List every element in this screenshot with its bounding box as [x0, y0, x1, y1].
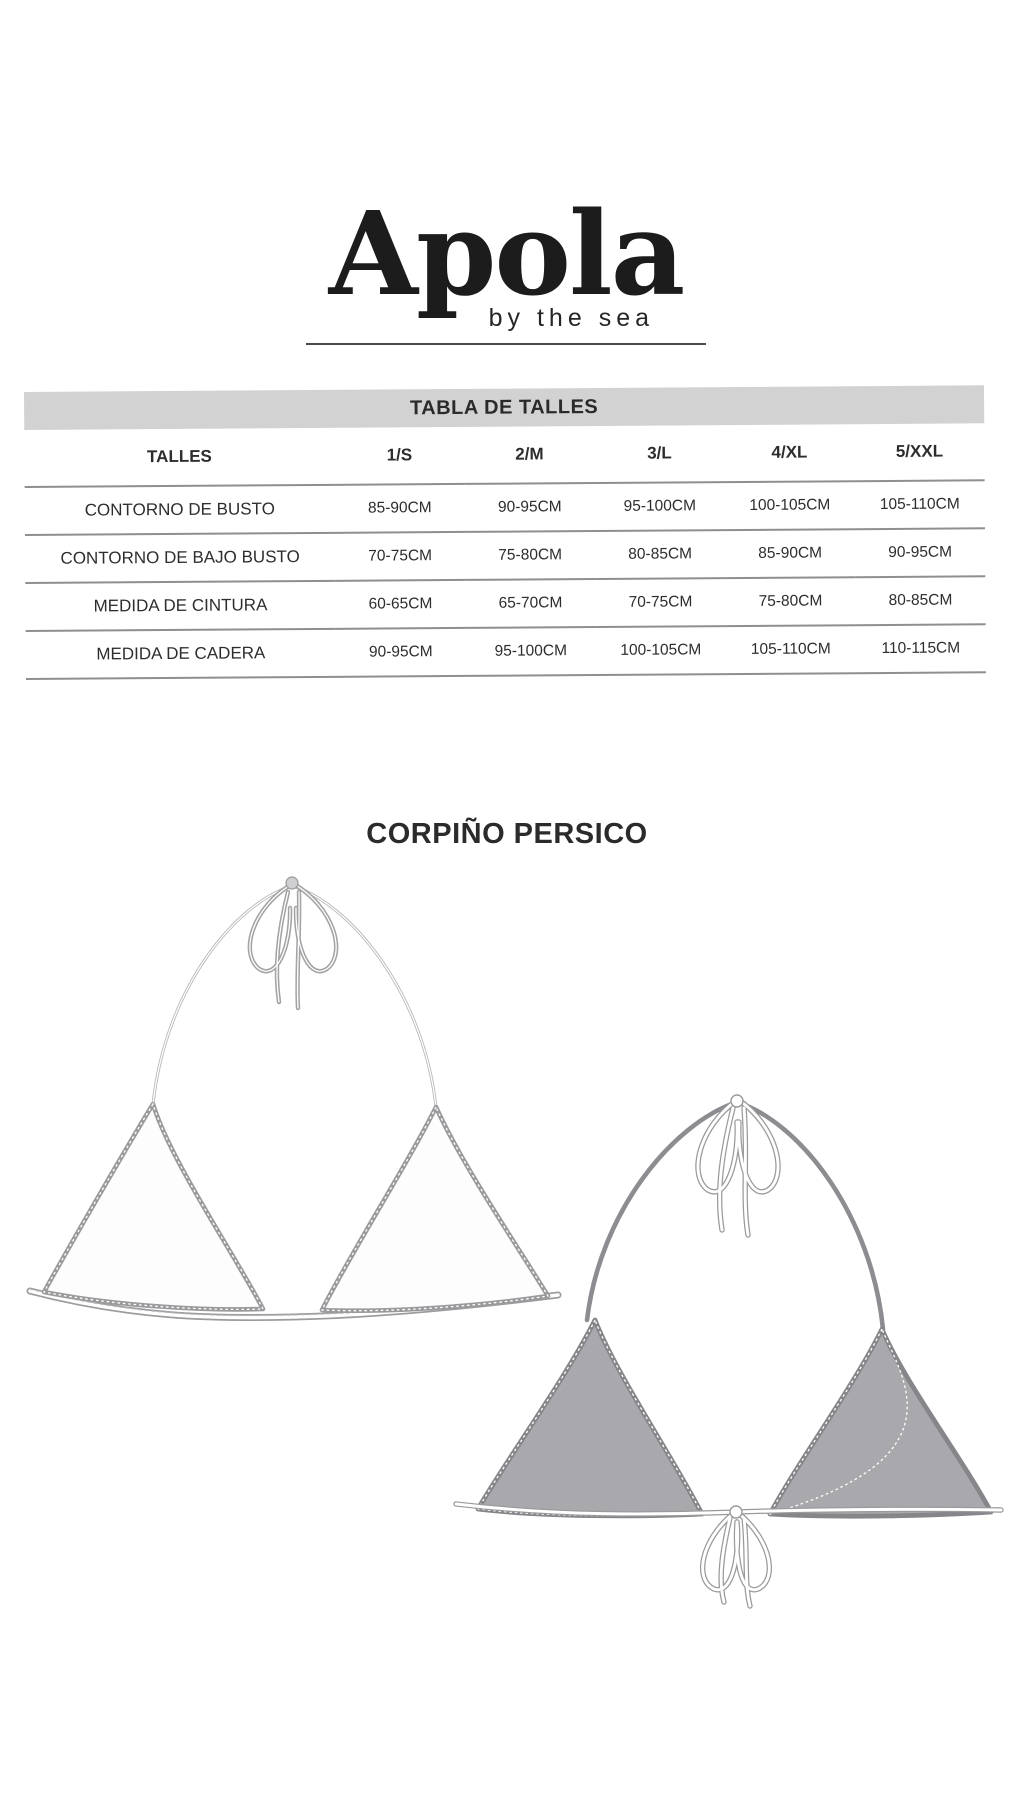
measure-value: 100-105CM: [724, 482, 855, 532]
column-header: 1/S: [334, 426, 465, 486]
measure-value: 95-100CM: [465, 628, 596, 677]
measure-label: MEDIDA DE CINTURA: [25, 581, 336, 632]
product-title: CORPIÑO PERSICO: [366, 818, 648, 850]
back-right-cup: [767, 1326, 994, 1519]
measure-value: 105-110CM: [725, 626, 856, 676]
measure-value: 95-100CM: [594, 483, 725, 533]
measure-label: CONTORNO DE BUSTO: [24, 485, 335, 536]
back-left-cup: [475, 1317, 705, 1519]
measure-value: 85-90CM: [724, 530, 856, 580]
measure-value: 105-110CM: [854, 481, 985, 531]
front-left-cup: [41, 1101, 266, 1312]
back-bottom-bow: [699, 1505, 773, 1609]
measure-value: 70-75CM: [595, 579, 726, 629]
logo-underline: [306, 343, 706, 345]
back-bottom-knot: [729, 1505, 743, 1519]
measure-value: 75-80CM: [464, 532, 596, 581]
measure-value: 90-95CM: [464, 484, 595, 533]
column-header: 2/M: [464, 426, 595, 485]
back-neck-bow: [695, 1094, 781, 1238]
measure-value: 80-85CM: [855, 577, 986, 627]
measure-label: MEDIDA DE CADERA: [25, 629, 336, 680]
brand-tagline: by the sea: [488, 304, 654, 332]
measure-value: 100-105CM: [595, 627, 726, 677]
front-right-cup: [319, 1104, 551, 1313]
bikini-back-illustration: [453, 1094, 1004, 1609]
back-right-strap: [734, 1099, 886, 1332]
column-header: 3/L: [594, 425, 725, 485]
column-header: TALLES: [24, 427, 335, 489]
measure-label: CONTORNO DE BAJO BUSTO: [25, 533, 336, 584]
measure-value: 90-95CM: [335, 628, 466, 678]
front-right-strap: [290, 884, 438, 1109]
bikini-front-illustration: [26, 876, 562, 1322]
back-top-knot: [730, 1094, 744, 1108]
size-table-title: TABLA DE TALLES: [23, 385, 985, 431]
measure-value: 75-80CM: [725, 578, 856, 628]
measure-value: 60-65CM: [335, 580, 466, 630]
bikini-technical-drawings: [26, 876, 1004, 1609]
measure-value: 80-85CM: [594, 531, 726, 581]
front-left-strap: [151, 884, 294, 1106]
brand-logo: Apola by the sea: [306, 196, 706, 345]
measure-value: 85-90CM: [334, 484, 465, 534]
brand-name: Apola: [328, 187, 686, 322]
back-left-strap: [584, 1099, 740, 1323]
measure-value: 65-70CM: [465, 580, 596, 629]
measure-value: 90-95CM: [854, 529, 986, 579]
column-header: 5/XXL: [854, 423, 985, 483]
front-neck-bow: [247, 876, 339, 1011]
front-knot: [285, 876, 299, 890]
measure-value: 110-115CM: [855, 625, 986, 675]
size-table: TABLA DE TALLES TALLES 1/S 2/M 3/L 4/XL …: [23, 385, 986, 680]
column-header: 4/XL: [724, 424, 855, 484]
measure-value: 70-75CM: [334, 532, 466, 582]
